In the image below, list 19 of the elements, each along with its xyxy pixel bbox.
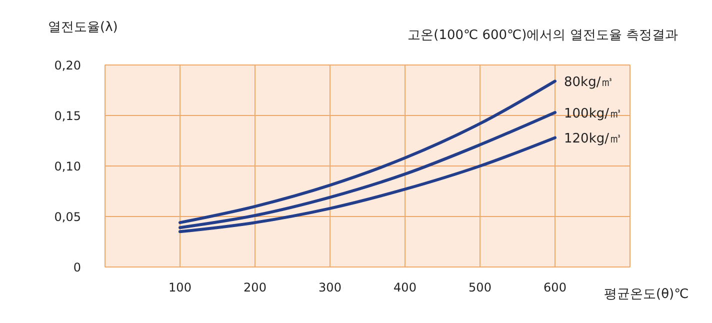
x-tick-label: 500 — [468, 280, 492, 295]
y-tick-label: 0,20 — [54, 58, 81, 72]
y-tick-label: 0,15 — [54, 108, 81, 123]
x-axis-title: 평균온도(θ)℃ — [604, 286, 689, 303]
series-label: 120kg/㎥ — [564, 132, 622, 147]
x-tick-label: 200 — [244, 280, 266, 295]
y-tick-label: 0,05 — [54, 210, 81, 224]
x-tick-label: 300 — [318, 280, 342, 295]
y-tick-label: 0 — [73, 260, 81, 274]
y-tick-label: 0,10 — [54, 159, 81, 174]
series-label: 100kg/㎥ — [564, 106, 622, 122]
x-tick-label: 100 — [168, 280, 192, 295]
line-series — [178, 80, 556, 224]
x-tick-label: 400 — [394, 280, 416, 295]
line-series — [178, 110, 556, 230]
x-tick-label: 600 — [544, 280, 566, 295]
chart-title: 고온(100℃ 600℃)에서의 열전도율 측정결과 — [408, 27, 678, 44]
series-label: 80kg/㎥ — [564, 75, 614, 90]
y-axis-title: 열전도율(λ) — [48, 19, 118, 36]
